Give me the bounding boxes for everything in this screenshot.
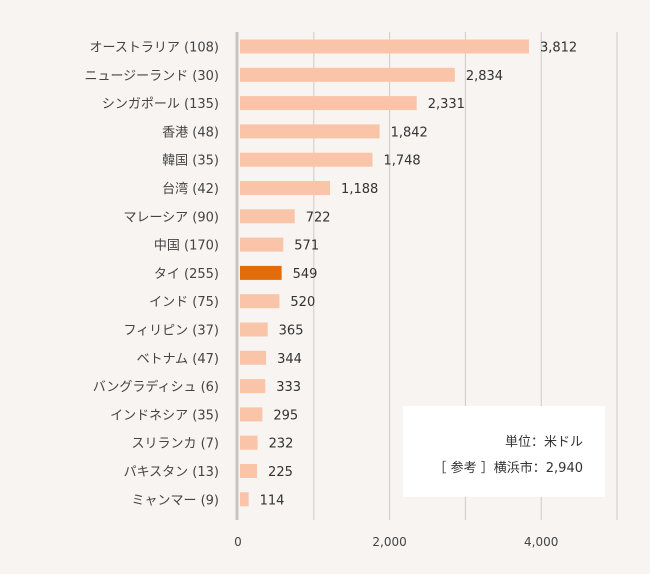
value-label: 1,748 (383, 154, 420, 169)
bar (240, 322, 268, 337)
category-label: ベトナム (47) (137, 352, 219, 367)
value-label: 114 (260, 493, 285, 508)
value-label: 225 (268, 465, 293, 480)
reference-note: ［ 参考 ］横浜市：2,940 (433, 461, 583, 476)
value-label: 2,834 (466, 69, 503, 84)
bars (240, 39, 529, 507)
bar (240, 237, 284, 252)
bar (240, 96, 417, 111)
category-label: フィリピン (37) (123, 324, 219, 339)
category-label: バングラディシュ (6) (93, 379, 219, 395)
category-label: マレーシア (90) (123, 210, 219, 225)
category-label: インドネシア (35) (110, 408, 219, 423)
x-tick-label: 0 (234, 535, 242, 549)
bar (240, 407, 263, 422)
category-label: スリランカ (7) (131, 437, 219, 452)
category-label: オーストラリア (108) (90, 41, 219, 56)
value-label: 2,331 (428, 97, 465, 112)
bar (240, 435, 258, 450)
category-label: パキスタン (13) (124, 465, 219, 480)
category-label: ニュージーランド (30) (84, 69, 219, 84)
category-label: タイ (255) (154, 267, 219, 282)
bar (240, 464, 258, 478)
value-label: 333 (276, 380, 301, 395)
category-labels: オーストラリア (108) ニュージーランド (30) シンガポール (135) 香港… (84, 41, 219, 509)
bar (240, 39, 529, 54)
bar (240, 265, 282, 280)
category-label: 台湾 (42) (162, 181, 219, 197)
unit-note: 単位：米ドル (504, 435, 583, 450)
bar (240, 124, 380, 139)
value-label: 344 (277, 352, 302, 367)
bar (240, 181, 331, 195)
bar (240, 209, 295, 224)
bar (240, 67, 455, 82)
value-label: 232 (269, 437, 294, 452)
bar (240, 152, 373, 167)
bar (240, 350, 267, 365)
x-axis-ticks: 0 2,000 4,000 (234, 535, 558, 549)
bar (240, 379, 266, 394)
x-tick-label: 2,000 (372, 535, 406, 549)
bar (240, 492, 249, 507)
value-label: 3,812 (540, 41, 577, 56)
value-label: 1,842 (391, 125, 428, 140)
category-label: ミャンマー (9) (131, 493, 219, 508)
value-label: 722 (306, 210, 331, 225)
value-label: 549 (293, 267, 318, 282)
bar (240, 294, 280, 309)
category-label: インド (75) (149, 295, 219, 310)
note-box: 単位：米ドル ［ 参考 ］横浜市：2,940 (403, 406, 605, 497)
x-tick-label: 4,000 (524, 535, 558, 549)
value-label: 295 (273, 408, 298, 423)
value-label: 571 (294, 239, 319, 254)
category-label: 中国 (170) (154, 239, 219, 254)
value-label: 365 (279, 324, 304, 339)
category-label: 香港 (48) (162, 125, 219, 140)
category-label: 韓国 (35) (162, 154, 219, 169)
value-label: 1,188 (341, 182, 378, 197)
category-label: シンガポール (135) (102, 97, 219, 112)
value-label: 520 (290, 295, 315, 310)
